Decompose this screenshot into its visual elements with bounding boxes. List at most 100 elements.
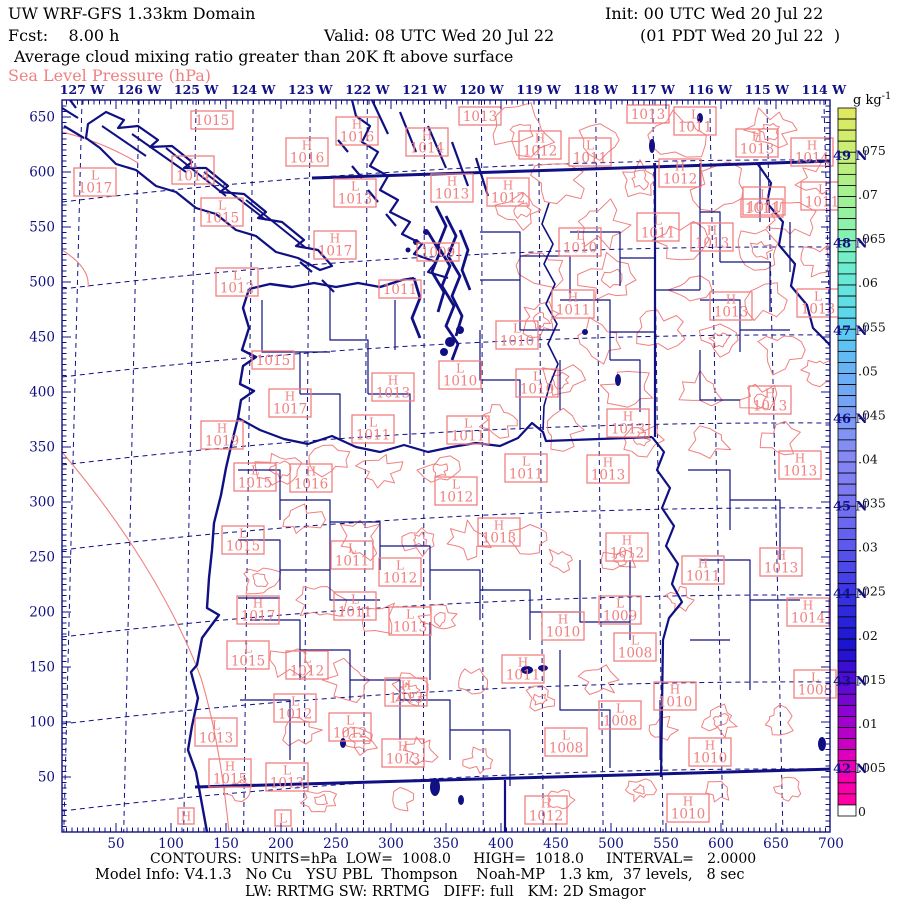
svg-text:1013: 1013 xyxy=(611,422,645,438)
svg-text:400: 400 xyxy=(488,836,514,852)
svg-text:.01: .01 xyxy=(858,716,878,731)
svg-text:1013: 1013 xyxy=(386,752,420,768)
svg-text:1010: 1010 xyxy=(671,807,705,823)
svg-text:1013: 1013 xyxy=(393,620,427,636)
svg-text:125 W: 125 W xyxy=(174,82,219,97)
svg-text:500: 500 xyxy=(598,836,624,852)
pressure-label: L xyxy=(274,809,292,827)
svg-text:L: L xyxy=(91,169,99,183)
svg-text:500: 500 xyxy=(29,275,55,291)
svg-text:1011: 1011 xyxy=(678,120,712,136)
svg-text:H: H xyxy=(352,118,362,132)
svg-text:1013: 1013 xyxy=(783,464,817,480)
svg-text:117 W: 117 W xyxy=(630,82,675,97)
svg-text:1012: 1012 xyxy=(290,664,324,680)
svg-text:H: H xyxy=(422,129,432,143)
svg-text:1016: 1016 xyxy=(340,130,374,146)
svg-text:H: H xyxy=(306,465,316,479)
svg-text:L: L xyxy=(369,416,377,430)
pressure-label: 1013 xyxy=(626,104,670,124)
puget-sound xyxy=(410,205,472,361)
svg-text:L: L xyxy=(818,183,826,197)
svg-text:1012: 1012 xyxy=(523,144,557,160)
svg-text:H: H xyxy=(705,739,715,753)
svg-text:43 N: 43 N xyxy=(833,675,868,690)
svg-text:550: 550 xyxy=(653,836,679,852)
svg-text:L: L xyxy=(351,180,359,194)
svg-text:H: H xyxy=(330,232,340,246)
svg-text:H: H xyxy=(698,557,708,571)
pressure-label: 1011 xyxy=(740,198,784,218)
svg-text:H: H xyxy=(447,175,457,189)
svg-text:1010: 1010 xyxy=(443,374,477,390)
svg-text:L: L xyxy=(283,764,291,778)
svg-text:.07: .07 xyxy=(858,187,878,202)
svg-text:H: H xyxy=(675,160,685,174)
init-time-label: Init: 00 UTC Wed 20 Jul 22 xyxy=(605,4,824,23)
svg-text:1013: 1013 xyxy=(270,776,304,792)
svg-text:H: H xyxy=(726,293,736,307)
svg-text:H: H xyxy=(765,387,775,401)
svg-text:L: L xyxy=(616,597,624,611)
county-lines xyxy=(238,163,800,786)
id-mt-border xyxy=(756,162,830,348)
svg-text:1014: 1014 xyxy=(791,611,825,627)
svg-text:H: H xyxy=(535,132,545,146)
svg-text:H: H xyxy=(623,410,633,424)
svg-text:1015: 1015 xyxy=(195,113,229,129)
svg-text:L: L xyxy=(251,464,259,478)
bc-mainland-coast xyxy=(62,100,490,293)
svg-text:L: L xyxy=(303,652,311,666)
svg-text:450: 450 xyxy=(29,330,55,346)
valid-local-time-label: (01 PDT Wed 20 Jul 22 ) xyxy=(640,26,841,45)
model-info-line: Model Info: V4.1.3 No Cu YSU PBL Thompso… xyxy=(95,867,745,883)
svg-text:1015: 1015 xyxy=(213,772,247,788)
svg-text:1012: 1012 xyxy=(220,281,254,297)
svg-text:550: 550 xyxy=(29,220,55,236)
svg-text:400: 400 xyxy=(29,385,55,401)
svg-text:1017: 1017 xyxy=(273,402,307,418)
svg-text:H: H xyxy=(752,130,762,144)
svg-text:1011: 1011 xyxy=(686,569,720,585)
svg-text:124 W: 124 W xyxy=(231,82,276,97)
svg-text:L: L xyxy=(631,634,639,648)
svg-text:48 N: 48 N xyxy=(833,237,868,252)
svg-text:1011: 1011 xyxy=(335,554,369,570)
svg-text:1015: 1015 xyxy=(226,539,260,555)
svg-text:g kg-1: g kg-1 xyxy=(853,91,891,108)
svg-text:H: H xyxy=(670,683,680,697)
svg-text:1011: 1011 xyxy=(573,151,607,167)
svg-text:.025: .025 xyxy=(858,584,886,599)
svg-text:1014: 1014 xyxy=(410,141,444,157)
svg-text:.04: .04 xyxy=(858,451,878,466)
svg-text:100: 100 xyxy=(29,715,55,731)
svg-text:1012: 1012 xyxy=(491,191,525,207)
svg-text:L: L xyxy=(346,714,354,728)
state-borders xyxy=(194,159,830,789)
svg-text:50: 50 xyxy=(107,836,124,852)
svg-text:1011: 1011 xyxy=(506,668,540,684)
svg-text:123 W: 123 W xyxy=(288,82,333,97)
